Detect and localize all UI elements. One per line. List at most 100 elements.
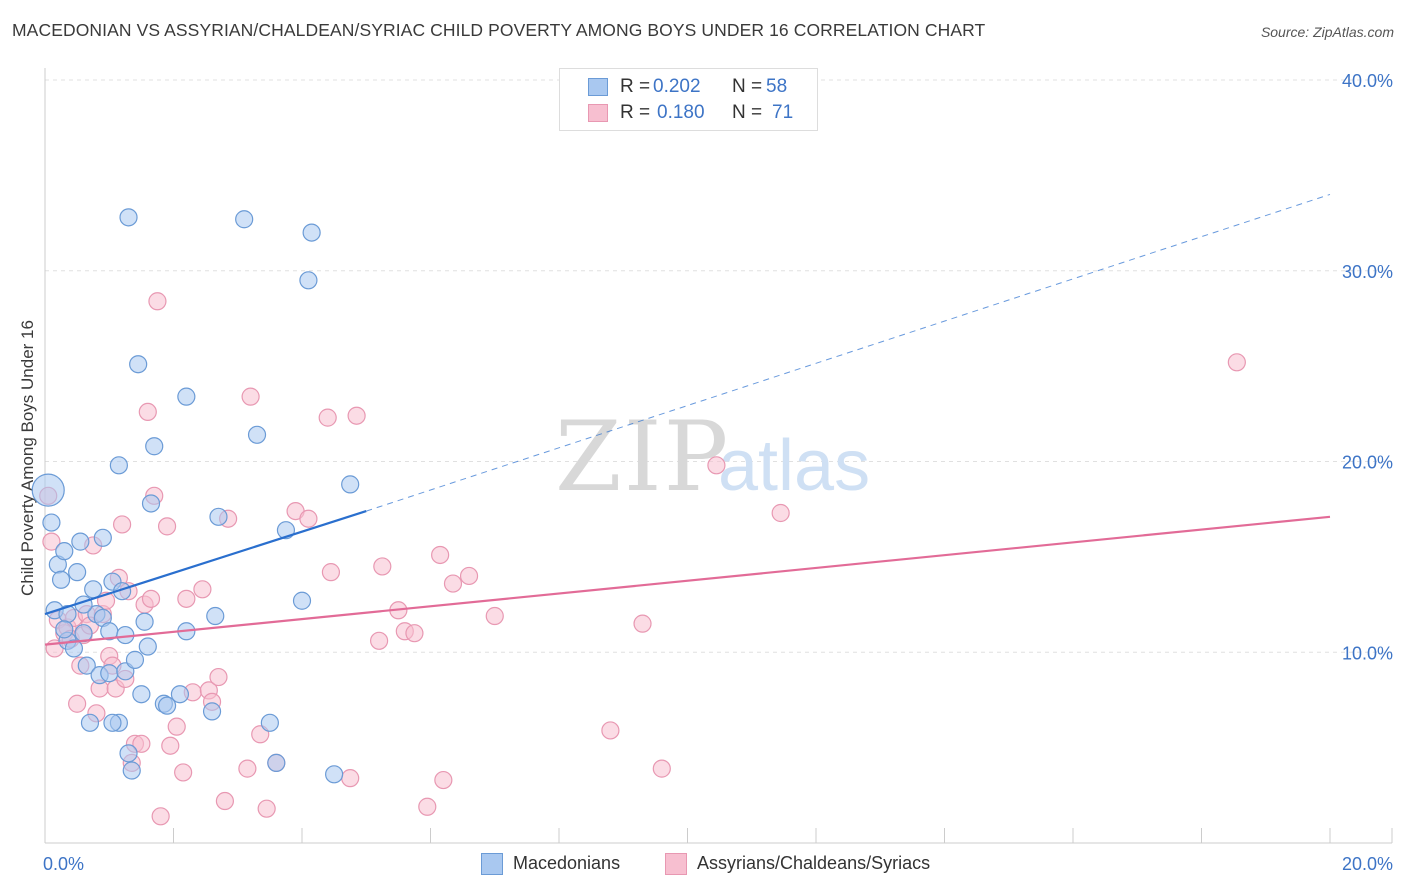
legend-swatch-blue (588, 78, 608, 96)
assyrian-point (132, 734, 151, 753)
assyrian-point (167, 717, 186, 736)
assyrian-point (485, 606, 504, 626)
macedonian-trend-line (44, 510, 367, 616)
legend-swatch-pink (588, 104, 608, 122)
assyrian-point (601, 721, 620, 740)
assyrian-point (138, 402, 157, 422)
macedonian-point (31, 473, 65, 507)
assyrian-point (68, 694, 87, 713)
macedonian-point (209, 507, 228, 526)
assyrian-point (174, 763, 193, 782)
macedonian-point (135, 612, 154, 631)
chart-title: MACEDONIAN VS ASSYRIAN/CHALDEAN/SYRIAC C… (12, 20, 986, 40)
macedonian-point (302, 223, 321, 242)
macedonian-point (51, 570, 71, 589)
assyrian-point (148, 292, 167, 311)
macedonian-point (157, 696, 177, 715)
legend-r-value: 0.202 (653, 76, 701, 97)
legend-swatch-blue (481, 853, 503, 875)
assyrian-point (151, 807, 170, 826)
assyrian-point (257, 799, 276, 818)
assyrian-point (459, 566, 479, 586)
legend-r-label: R = (620, 102, 651, 123)
macedonian-point (299, 271, 318, 290)
assyrian-point (443, 574, 463, 593)
macedonian-trend-extension (366, 193, 1331, 512)
macedonian-point (292, 591, 312, 610)
assyrian-point (707, 456, 726, 475)
watermark-atlas: atlas (718, 426, 870, 506)
assyrian-point (321, 563, 341, 582)
macedonian-point (145, 437, 164, 456)
y-tick-label: 30.0% (1342, 262, 1393, 282)
macedonian-point (132, 685, 151, 704)
assyrian-point (157, 517, 177, 536)
assyrian-point (215, 791, 234, 811)
macedonian-point (55, 542, 74, 561)
assyrian-point (299, 509, 318, 528)
assyrian-point (341, 769, 360, 788)
legend-n-value: 71 (772, 102, 794, 123)
macedonian-point (119, 744, 138, 763)
x-tick-label: 20.0% (1342, 854, 1393, 874)
y-tick-label: 20.0% (1342, 453, 1393, 473)
macedonian-point (42, 513, 61, 532)
data-points (31, 208, 1246, 826)
assyrian-point (1227, 353, 1246, 372)
assyrian-point (431, 545, 450, 565)
macedonian-point (100, 664, 119, 683)
assyrian-trend-line (44, 515, 1331, 646)
macedonian-point (341, 475, 360, 494)
assyrian-point (347, 406, 366, 425)
trend-lines (44, 193, 1331, 646)
macedonian-point (177, 387, 196, 406)
assyrian-point (652, 759, 671, 778)
macedonian-point (170, 685, 190, 704)
macedonian-point (109, 456, 128, 475)
macedonian-point (122, 761, 141, 780)
assyrian-point (241, 387, 260, 406)
legend-n-value: 58 (766, 76, 788, 97)
legend-r-value: 0.180 (657, 102, 705, 123)
assyrian-point (405, 624, 424, 643)
assyrian-point (418, 797, 437, 816)
macedonian-point (235, 210, 254, 229)
assyrian-point (161, 736, 180, 755)
macedonian-point (325, 765, 344, 784)
assyrian-point (318, 408, 337, 427)
macedonian-point (77, 656, 96, 675)
legend-label-assyrians: Assyrians/Chaldeans/Syriacs (697, 853, 931, 873)
macedonian-point (206, 606, 225, 626)
macedonian-point (129, 355, 148, 374)
assyrian-point (370, 631, 389, 650)
macedonian-point (260, 713, 279, 732)
legend-n-label: N = (732, 102, 763, 123)
watermark-zip: ZIP (555, 401, 730, 513)
x-tick-label: 0.0% (43, 854, 84, 874)
assyrian-point (434, 770, 453, 790)
macedonian-point (103, 713, 122, 732)
legend-label-macedonians: Macedonians (513, 853, 621, 873)
macedonian-point (125, 650, 145, 669)
macedonian-point (64, 639, 84, 658)
assyrian-point (771, 503, 790, 523)
source-credit: Source: ZipAtlas.com (1260, 24, 1394, 40)
assyrian-point (633, 614, 652, 633)
axes (44, 68, 1393, 844)
assyrian-point (141, 589, 161, 608)
grid-lines (45, 79, 1392, 653)
macedonian-point (267, 753, 286, 772)
macedonian-point (138, 637, 157, 656)
macedonian-point (202, 702, 222, 721)
correlation-legend: R = 0.202 N = 58 R = 0.180 N = 71 (559, 68, 818, 131)
assyrian-point (373, 557, 392, 576)
tick-labels: 10.0% 20.0% 30.0% 40.0% 0.0% 20.0% (43, 71, 1393, 874)
macedonian-point (80, 713, 100, 732)
macedonian-point (55, 620, 74, 639)
assyrian-point (112, 515, 132, 534)
y-tick-label: 10.0% (1342, 643, 1393, 663)
legend-swatch-pink (665, 853, 687, 875)
assyrian-point (209, 667, 228, 687)
